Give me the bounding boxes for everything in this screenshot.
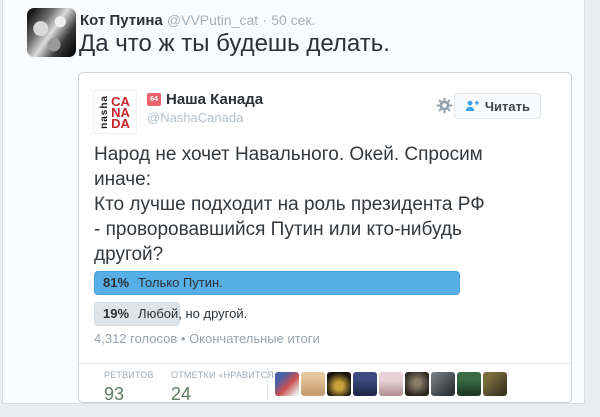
tweet-text: Да что ж ты будешь делать. xyxy=(79,30,390,57)
author-avatar[interactable] xyxy=(27,8,76,57)
poll-option-row: 81% Только Путин. xyxy=(94,271,546,295)
quoted-tweet-text-line: другой? xyxy=(94,244,164,265)
liker-avatars-row xyxy=(275,372,507,396)
poll: 81% Только Путин. 19% Любой, но другой. xyxy=(94,271,546,333)
quoted-tweet-text-line: Народ не хочет Навального. Окей. Спросим xyxy=(94,144,483,165)
quoted-author-avatar: nasha CA NA DA xyxy=(93,90,137,134)
divider xyxy=(267,368,268,400)
retweets-stat: РЕТВИТОВ 93 xyxy=(104,370,154,405)
divider xyxy=(79,363,571,364)
logo-stacked-text: CA NA DA xyxy=(111,93,130,131)
embedded-screenshot-card[interactable]: nasha CA NA DA 64 Наша Канада @NashaCana… xyxy=(78,72,572,405)
liker-avatar xyxy=(275,372,299,396)
poll-option-row: 19% Любой, но другой. xyxy=(94,302,546,326)
meta-separator: · xyxy=(262,12,268,28)
poll-bar-winner xyxy=(94,271,461,295)
likes-count: 24 xyxy=(171,384,192,404)
liker-avatar xyxy=(379,372,403,396)
quoted-tweet-text-line: - проворовавшийся Путин или кто-нибудь xyxy=(94,219,462,240)
poll-percent: 19% xyxy=(103,306,130,321)
follow-person-icon xyxy=(465,100,479,111)
author-name[interactable]: Кот Путина xyxy=(80,12,163,29)
poll-percent: 81% xyxy=(103,275,130,290)
liker-avatar xyxy=(431,372,455,396)
tweet-timestamp[interactable]: 50 сек. xyxy=(271,12,316,28)
likes-stat: ОТМЕТКИ «НРАВИТСЯ» 24 xyxy=(171,370,279,405)
liker-avatar xyxy=(483,372,507,396)
quoted-tweet-text: Народ не хочет Навального. Окей. Спросим… xyxy=(94,142,485,267)
follow-button: Читать xyxy=(453,93,541,119)
liker-avatar xyxy=(327,372,351,396)
likes-label: ОТМЕТКИ «НРАВИТСЯ» xyxy=(171,370,280,380)
poll-option-label: Любой, но другой. xyxy=(138,306,248,321)
liker-avatar xyxy=(405,372,429,396)
quoted-author-handle: @NashaCanada xyxy=(147,110,244,125)
tweet-panel: Кот Путина @VVPutin_cat · 50 сек. Да что… xyxy=(2,0,585,404)
liker-avatar xyxy=(457,372,481,396)
liker-avatar xyxy=(353,372,377,396)
poll-bar-loser xyxy=(94,302,180,326)
poll-option-label: Только Путин. xyxy=(138,275,223,290)
poll-summary: 4,312 голосов • Окончательные итоги xyxy=(94,331,320,346)
liker-avatar xyxy=(301,372,325,396)
quoted-tweet-text-line: иначе: xyxy=(94,169,151,190)
retweets-label: РЕТВИТОВ xyxy=(104,370,154,380)
gear-icon xyxy=(436,97,453,114)
quoted-tweet-text-line: Кто лучше подходит на роль президента РФ xyxy=(94,194,485,215)
author-handle[interactable]: @VVPutin_cat xyxy=(166,12,259,28)
logo-vertical-text: nasha xyxy=(99,95,111,129)
retweets-count: 93 xyxy=(104,384,125,404)
emoji-badge: 64 xyxy=(147,93,161,106)
follow-label: Читать xyxy=(484,98,530,114)
quoted-author-name: Наша Канада xyxy=(166,91,264,108)
author-row: Кот Путина @VVPutin_cat · 50 сек. xyxy=(80,12,315,29)
